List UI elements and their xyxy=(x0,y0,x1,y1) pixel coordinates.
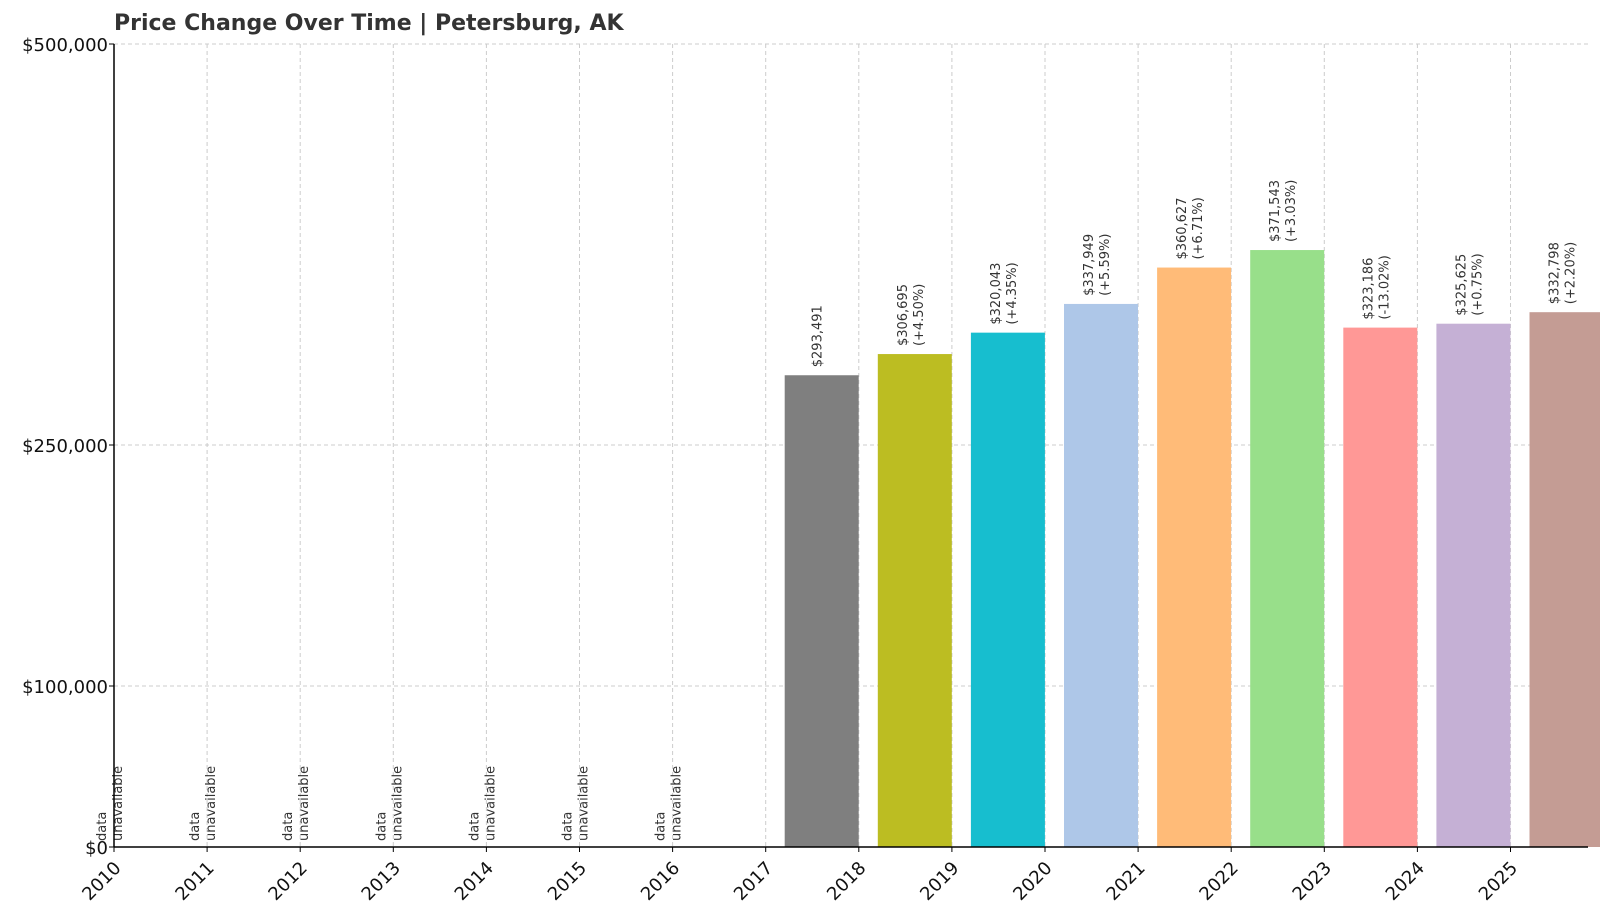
gridlines xyxy=(113,43,1588,847)
bar-value-label: $325,625 xyxy=(1454,254,1469,316)
bar-label-2019: $320,043(+4.35%) xyxy=(989,262,1020,324)
unavailable-label-line: unavailable xyxy=(297,766,312,841)
x-tick-label: 2013 xyxy=(358,858,405,905)
bar-value-label: $323,186 xyxy=(1361,258,1376,320)
y-tick-label: $250,000 xyxy=(22,436,108,457)
bar-value-label: $371,543 xyxy=(1268,180,1283,242)
x-tick-label: 2025 xyxy=(1475,858,1522,905)
x-axis-ticks: 2010 2011 2012 2013 2014 2015 2016 2017 2018 2019… xyxy=(78,847,1522,905)
unavailable-label: dataunavailable xyxy=(467,766,498,841)
bar-label-2023: $323,186(-13.02%) xyxy=(1361,255,1392,319)
bar-label-2021: $360,627(+6.71%) xyxy=(1175,197,1206,259)
bar-change-label: (+4.35%) xyxy=(1005,262,1020,324)
x-tick-label: 2014 xyxy=(451,858,498,905)
x-tick-label: 2019 xyxy=(916,858,963,905)
unavailable-label: dataunavailable xyxy=(561,766,592,841)
unavailable-label-line: unavailable xyxy=(483,766,498,841)
bar-2023 xyxy=(1343,327,1418,848)
x-tick-label: 2010 xyxy=(78,858,125,905)
bar-change-label: (+0.75%) xyxy=(1470,253,1485,315)
bar-value-label: $337,949 xyxy=(1082,234,1097,296)
bar-2018 xyxy=(877,354,952,847)
chart-title: Price Change Over Time | Petersburg, AK xyxy=(114,11,624,36)
unavailable-label: dataunavailable xyxy=(374,766,405,841)
unavailable-label: dataunavailable xyxy=(654,766,685,841)
unavailable-label-line: data xyxy=(561,812,576,841)
bar-change-label: (+6.71%) xyxy=(1191,197,1206,259)
unavailable-label-line: data xyxy=(654,812,669,841)
bar-change-label: (+5.59%) xyxy=(1098,234,1113,296)
bar-change-label: (-13.02%) xyxy=(1377,255,1392,319)
bar-2021 xyxy=(1157,267,1232,847)
bar-change-label: (+3.03%) xyxy=(1284,180,1299,242)
bar-2024 xyxy=(1436,323,1511,847)
unavailable-label-line: data xyxy=(281,812,296,841)
bar-label-2020: $337,949(+5.59%) xyxy=(1082,234,1113,296)
x-tick-label: 2016 xyxy=(637,858,684,905)
unavailable-label-line: data xyxy=(95,812,110,841)
bar-2022 xyxy=(1250,250,1325,847)
unavailable-label-line: data xyxy=(374,812,389,841)
y-tick-label: $0 xyxy=(85,838,108,859)
x-tick-label: 2017 xyxy=(730,858,777,905)
x-tick-label: 2024 xyxy=(1382,858,1429,905)
unavailable-label-line: unavailable xyxy=(204,766,219,841)
bar-label-2025: $332,798(+2.20%) xyxy=(1548,242,1579,304)
bar-2025 xyxy=(1529,312,1600,847)
bar-label-2017: $293,491 xyxy=(811,305,826,367)
bar-labels: dataunavailable dataunavailable dataunavai… xyxy=(95,180,1579,841)
bar-value-label: $306,695 xyxy=(896,284,911,346)
bar-value-label: $320,043 xyxy=(989,263,1004,325)
bar-label-2024: $325,625(+0.75%) xyxy=(1454,253,1485,315)
y-tick-label: $500,000 xyxy=(22,35,108,56)
bar-value-label: $332,798 xyxy=(1548,242,1563,304)
x-tick-label: 2018 xyxy=(823,858,870,905)
x-tick-label: 2011 xyxy=(171,858,218,905)
bar-change-label: (+2.20%) xyxy=(1564,242,1579,304)
x-tick-label: 2023 xyxy=(1289,858,1336,905)
bar-2019 xyxy=(970,332,1045,848)
x-tick-label: 2015 xyxy=(544,858,591,905)
bar-value-label: $360,627 xyxy=(1175,198,1190,260)
unavailable-label-line: unavailable xyxy=(577,766,592,841)
bars xyxy=(784,250,1600,848)
unavailable-label-line: data xyxy=(188,812,203,841)
x-tick-label: 2021 xyxy=(1102,858,1149,905)
x-tick-label: 2022 xyxy=(1195,858,1242,905)
bar-2020 xyxy=(1064,303,1138,847)
x-tick-label: 2020 xyxy=(1009,858,1056,905)
unavailable-label-line: unavailable xyxy=(670,766,685,841)
y-axis-ticks: $0 $100,000 $250,000 $500,000 xyxy=(22,35,114,859)
bar-value-label: $293,491 xyxy=(811,305,826,367)
unavailable-label: dataunavailable xyxy=(281,766,312,841)
unavailable-label-line: data xyxy=(467,812,482,841)
bar-label-2018: $306,695(+4.50%) xyxy=(896,284,927,346)
bar-label-2022: $371,543(+3.03%) xyxy=(1268,180,1299,242)
unavailable-label: dataunavailable xyxy=(95,766,126,841)
unavailable-label: dataunavailable xyxy=(188,766,219,841)
y-tick-label: $100,000 xyxy=(22,677,108,698)
bar-2017 xyxy=(784,375,859,847)
bar-change-label: (+4.50%) xyxy=(912,284,927,346)
unavailable-label-line: unavailable xyxy=(390,766,405,841)
x-tick-label: 2012 xyxy=(264,858,311,905)
